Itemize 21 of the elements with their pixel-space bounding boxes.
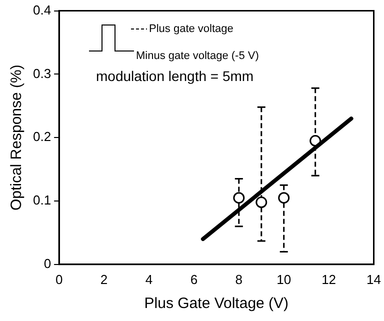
y-tick-label: 0.3 xyxy=(32,66,52,81)
x-tick-label: 8 xyxy=(235,272,243,287)
y-tick-label: 0.2 xyxy=(32,129,52,144)
x-tick-label: 10 xyxy=(276,272,292,287)
x-tick-label: 6 xyxy=(190,272,198,287)
annotation: Plus gate voltage xyxy=(149,23,234,36)
x-tick-label: 14 xyxy=(366,272,382,287)
point xyxy=(256,196,268,208)
x-tick-label: 12 xyxy=(322,272,336,287)
x-axis-title: Plus Gate Voltage (V) xyxy=(144,295,289,312)
x-tick-label: 2 xyxy=(100,272,108,287)
annotation: Minus gate voltage (-5 V) xyxy=(136,50,259,62)
x-tick-label: 0 xyxy=(55,272,63,287)
y-tick-label: 0 xyxy=(44,256,52,271)
annotation: modulation length = 5mm xyxy=(96,68,254,84)
y-tick-label: 0.4 xyxy=(32,2,52,18)
x-tick-label: 4 xyxy=(145,272,153,287)
point xyxy=(278,192,290,204)
point xyxy=(233,192,245,204)
y-tick-label: 0.1 xyxy=(32,192,52,208)
y-axis-title: Optical Response (%) xyxy=(8,64,26,211)
